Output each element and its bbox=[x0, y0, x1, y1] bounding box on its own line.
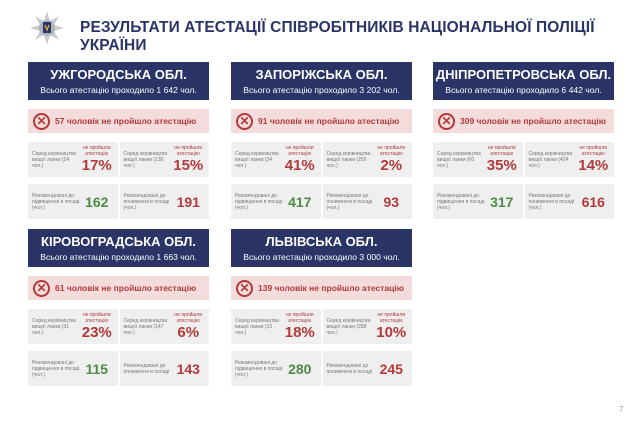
demote-label: Рекомендовані до пониження в посаді (чол… bbox=[123, 192, 170, 211]
demote-label: Рекомендовані до пониження в посаді (чол… bbox=[528, 192, 575, 211]
top-leaders-label: Серед керівництва вищої ланки (33 чол.) bbox=[235, 317, 279, 336]
promote-label: Рекомендовані до підвищення в посаді (чо… bbox=[32, 192, 80, 211]
failed-count: 57 чоловік не пройшло атестацію bbox=[55, 116, 197, 126]
mid-leaders-pct: 14% bbox=[578, 157, 609, 174]
promote-label: Рекомендовані до підвищення в посаді (чо… bbox=[235, 359, 283, 378]
not-passed-label: не пройшли атестацію bbox=[174, 145, 203, 157]
promote-count: 115 bbox=[85, 360, 109, 377]
close-circle-icon: ✕ bbox=[438, 112, 455, 130]
region-header: КІРОВОГРАДСЬКА ОБЛ. Всього атестацію про… bbox=[28, 229, 209, 267]
recommendation-stats: Рекомендовані до підвищення в посаді (чо… bbox=[28, 351, 209, 386]
region-card: ЛЬВІВСЬКА ОБЛ. Всього атестацію проходил… bbox=[231, 229, 412, 386]
mid-leaders-label: Серед керівництва вищої ланки (424 чол.) bbox=[528, 150, 573, 169]
top-leaders-label: Серед керівництва вищої ланки (60 чол.) bbox=[437, 150, 481, 169]
recommendation-stats: Рекомендовані до підвищення в посаді (чо… bbox=[231, 184, 412, 219]
promote-count: 280 bbox=[288, 360, 312, 377]
promote-count: 317 bbox=[490, 193, 514, 210]
recommendation-stats: Рекомендовані до підвищення в посаді (чо… bbox=[28, 184, 209, 219]
top-leaders-label: Серед керівництва вищої ланки (24 чол.) bbox=[32, 150, 76, 169]
mid-leaders-pct: 2% bbox=[380, 157, 403, 174]
leadership-stats: Серед керівництва вищої ланки (33 чол.) … bbox=[231, 309, 412, 344]
region-card: ДНІПРОПЕТРОВСЬКА ОБЛ. Всього атестацію п… bbox=[433, 62, 614, 219]
page-title: РЕЗУЛЬТАТИ АТЕСТАЦІЇ СПІВРОБІТНИКІВ НАЦІ… bbox=[80, 19, 595, 54]
failed-banner: ✕ 91 чоловік не пройшло атестацію bbox=[231, 109, 412, 133]
not-passed-label: не пройшли атестацію bbox=[377, 145, 406, 157]
promote-label: Рекомендовані до підвищення в посаді (чо… bbox=[437, 192, 485, 211]
top-leaders-pct: 23% bbox=[81, 324, 112, 341]
close-circle-icon: ✕ bbox=[236, 279, 253, 297]
not-passed-label: не пройшли атестацію bbox=[285, 312, 314, 324]
region-name: КІРОВОГРАДСЬКА ОБЛ. bbox=[41, 234, 196, 249]
close-circle-icon: ✕ bbox=[33, 112, 50, 130]
top-leaders-label: Серед керівництва вищої ланки (34 чол.) bbox=[235, 150, 279, 169]
demote-label: Рекомендовані до пониження в посаді bbox=[326, 362, 373, 375]
mid-leaders-label: Серед керівництва вищої ланки (130 чол.) bbox=[123, 150, 168, 169]
not-passed-label: не пройшли атестацію bbox=[487, 145, 516, 157]
region-name: ЗАПОРІЖСЬКА ОБЛ. bbox=[255, 67, 388, 82]
failed-count: 61 чоловік не пройшло атестацію bbox=[55, 283, 197, 293]
failed-count: 309 чоловік не пройшло атестацію bbox=[460, 116, 607, 126]
not-passed-label: не пройшли атестацію bbox=[174, 312, 203, 324]
leadership-stats: Серед керівництва вищої ланки (60 чол.) … bbox=[433, 142, 614, 177]
region-card: ЗАПОРІЖСЬКА ОБЛ. Всього атестацію проход… bbox=[231, 62, 412, 219]
not-passed-label: не пройшли атестацію bbox=[579, 145, 608, 157]
leadership-stats: Серед керівництва вищої ланки (31 чол.) … bbox=[28, 309, 209, 344]
mid-leaders-pct: 6% bbox=[177, 324, 200, 341]
top-leaders-pct: 18% bbox=[284, 324, 315, 341]
region-header: ЗАПОРІЖСЬКА ОБЛ. Всього атестацію проход… bbox=[231, 62, 412, 100]
leadership-stats: Серед керівництва вищої ланки (24 чол.) … bbox=[28, 142, 209, 177]
demote-count: 191 bbox=[176, 193, 200, 210]
region-name: УЖГОРОДСЬКА ОБЛ. bbox=[50, 67, 187, 82]
demote-count: 143 bbox=[176, 360, 200, 377]
mid-leaders-label: Серед керівництва вищої ланки (288 чол.) bbox=[326, 317, 371, 336]
region-card: УЖГОРОДСЬКА ОБЛ. Всього атестацію проход… bbox=[28, 62, 209, 219]
promote-label: Рекомендовані до підвищення в посаді (чо… bbox=[235, 192, 283, 211]
top-leaders-pct: 17% bbox=[81, 157, 112, 174]
failed-banner: ✕ 61 чоловік не пройшло атестацію bbox=[28, 276, 209, 300]
mid-leaders-pct: 10% bbox=[376, 324, 407, 341]
demote-count: 245 bbox=[379, 360, 403, 377]
failed-banner: ✕ 309 чоловік не пройшло атестацію bbox=[433, 109, 614, 133]
close-circle-icon: ✕ bbox=[33, 279, 50, 297]
promote-count: 417 bbox=[288, 193, 312, 210]
failed-count: 139 чоловік не пройшло атестацію bbox=[258, 283, 405, 293]
close-circle-icon: ✕ bbox=[236, 112, 253, 130]
failed-banner: ✕ 57 чоловік не пройшло атестацію bbox=[28, 109, 209, 133]
total-attested: Всього атестацію проходило 3 202 чол. bbox=[243, 85, 400, 95]
demote-label: Рекомендовані до пониження в посаді bbox=[123, 362, 170, 375]
not-passed-label: не пройшли атестацію bbox=[82, 145, 111, 157]
failed-banner: ✕ 139 чоловік не пройшло атестацію bbox=[231, 276, 412, 300]
top-leaders-label: Серед керівництва вищої ланки (31 чол.) bbox=[32, 317, 76, 336]
mid-leaders-label: Серед керівництва вищої ланки (250 чол.) bbox=[326, 150, 371, 169]
page-number: 7 bbox=[619, 405, 624, 414]
top-leaders-pct: 41% bbox=[284, 157, 315, 174]
region-header: ЛЬВІВСЬКА ОБЛ. Всього атестацію проходил… bbox=[231, 229, 412, 267]
promote-label: Рекомендовані до підвищення в посаді (чо… bbox=[32, 359, 80, 378]
demote-label: Рекомендовані до пониження в посаді (чол… bbox=[326, 192, 373, 211]
total-attested: Всього атестацію проходило 3 000 чол. bbox=[243, 252, 400, 262]
not-passed-label: не пройшли атестацію bbox=[82, 312, 111, 324]
recommendation-stats: Рекомендовані до підвищення в посаді (чо… bbox=[433, 184, 614, 219]
recommendation-stats: Рекомендовані до підвищення в посаді (чо… bbox=[231, 351, 412, 386]
leadership-stats: Серед керівництва вищої ланки (34 чол.) … bbox=[231, 142, 412, 177]
not-passed-label: не пройшли атестацію bbox=[377, 312, 406, 324]
region-header: ДНІПРОПЕТРОВСЬКА ОБЛ. Всього атестацію п… bbox=[433, 62, 614, 100]
not-passed-label: не пройшли атестацію bbox=[285, 145, 314, 157]
failed-count: 91 чоловік не пройшло атестацію bbox=[258, 116, 400, 126]
region-card: КІРОВОГРАДСЬКА ОБЛ. Всього атестацію про… bbox=[28, 229, 209, 386]
police-star-logo bbox=[30, 11, 64, 45]
demote-count: 616 bbox=[581, 193, 605, 210]
total-attested: Всього атестацію проходило 1 663 чол. bbox=[40, 252, 197, 262]
mid-leaders-pct: 15% bbox=[173, 157, 204, 174]
region-name: ДНІПРОПЕТРОВСЬКА ОБЛ. bbox=[435, 67, 612, 82]
promote-count: 162 bbox=[85, 193, 109, 210]
demote-count: 93 bbox=[383, 193, 400, 210]
mid-leaders-label: Серед керівництва вищої ланки (147 чол.) bbox=[123, 317, 168, 336]
top-leaders-pct: 35% bbox=[486, 157, 517, 174]
total-attested: Всього атестацію проходило 6 442 чол. bbox=[445, 85, 602, 95]
region-name: ЛЬВІВСЬКА ОБЛ. bbox=[265, 234, 378, 249]
region-header: УЖГОРОДСЬКА ОБЛ. Всього атестацію проход… bbox=[28, 62, 209, 100]
total-attested: Всього атестацію проходило 1 642 чол. bbox=[40, 85, 197, 95]
